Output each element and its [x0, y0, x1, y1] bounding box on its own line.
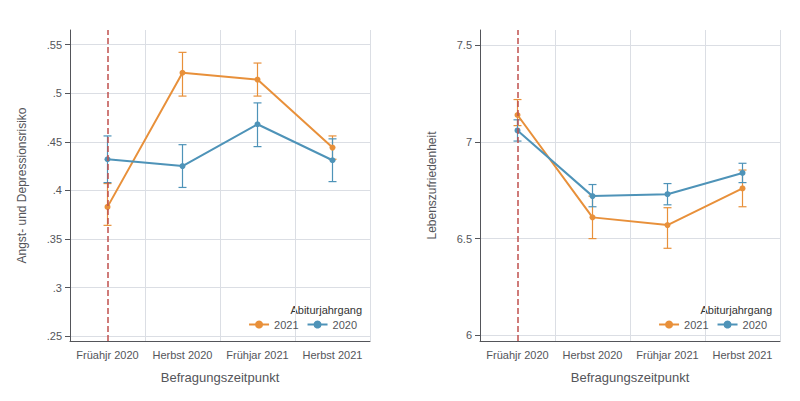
- svg-text:7.5: 7.5: [457, 39, 472, 51]
- svg-text:Lebenszufriedenheit: Lebenszufriedenheit: [425, 131, 439, 240]
- svg-text:Befragungszeitpunkt: Befragungszeitpunkt: [571, 370, 690, 385]
- svg-text:2020: 2020: [333, 319, 357, 331]
- svg-text:2021: 2021: [684, 319, 708, 331]
- svg-text:.35: .35: [47, 233, 62, 245]
- svg-text:.25: .25: [47, 330, 62, 342]
- svg-text:.45: .45: [47, 136, 62, 148]
- svg-text:Frühjar 2021: Frühjar 2021: [226, 349, 288, 361]
- svg-text:.3: .3: [53, 282, 62, 294]
- svg-text:Abiturjahrgang: Abiturjahrgang: [290, 304, 362, 316]
- svg-text:Angst- und Depressionsrisiko: Angst- und Depressionsrisiko: [15, 107, 29, 263]
- svg-text:Früahjr 2020: Früahjr 2020: [486, 349, 548, 361]
- svg-text:6: 6: [466, 329, 472, 341]
- svg-text:2020: 2020: [743, 319, 767, 331]
- svg-text:2021: 2021: [274, 319, 298, 331]
- svg-text:Frühjar 2021: Frühjar 2021: [636, 349, 698, 361]
- svg-text:.4: .4: [53, 184, 62, 196]
- svg-text:Herbst 2021: Herbst 2021: [303, 349, 363, 361]
- svg-text:7: 7: [466, 136, 472, 148]
- svg-text:Herbst 2021: Herbst 2021: [713, 349, 773, 361]
- svg-text:Früahjr 2020: Früahjr 2020: [76, 349, 138, 361]
- svg-text:Herbst 2020: Herbst 2020: [153, 349, 213, 361]
- svg-text:.5: .5: [53, 87, 62, 99]
- svg-text:.55: .55: [47, 39, 62, 51]
- svg-text:Befragungszeitpunkt: Befragungszeitpunkt: [161, 370, 280, 385]
- svg-text:6.5: 6.5: [457, 233, 472, 245]
- svg-text:Herbst 2020: Herbst 2020: [563, 349, 623, 361]
- svg-text:Abiturjahrgang: Abiturjahrgang: [700, 304, 772, 316]
